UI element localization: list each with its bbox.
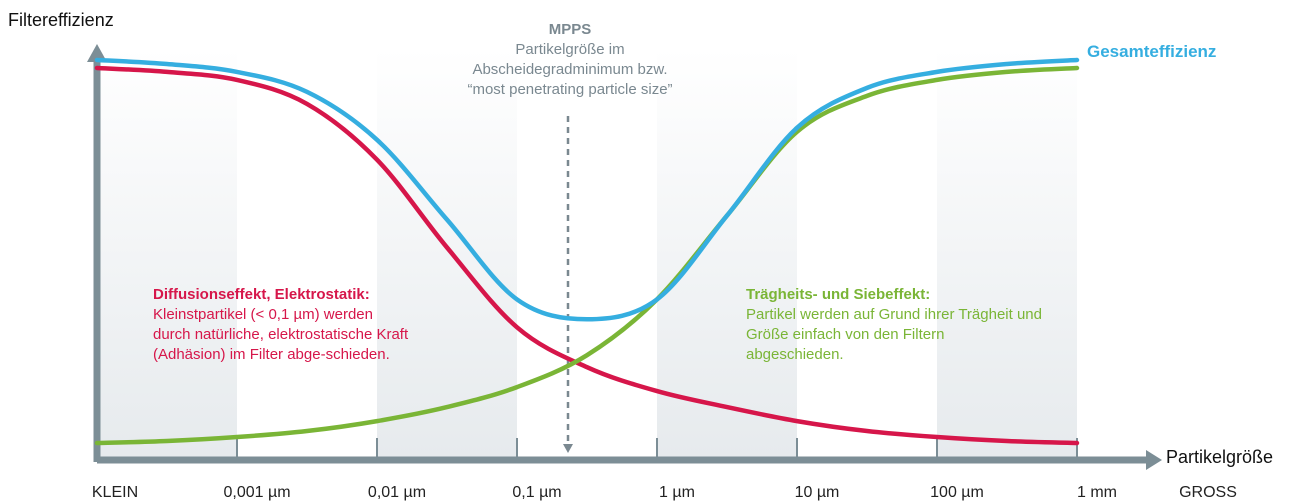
mpps-line-2: Abscheidegradminimum bzw. [472,61,668,78]
diffusion-title: Diffusionseffekt, Elektrostatik: [153,286,370,303]
mpps-line-3: “most penetrating particle size” [467,81,673,98]
x-tick-label-6: 100 µm [930,484,984,501]
x-tick-labels: KLEIN 0,001 µm 0,01 µm 0,1 µm 1 µm 10 µm 100 µ… [92,484,1237,501]
x-axis-title: Partikelgröße [1166,447,1274,467]
mpps-marker [563,116,573,453]
diffusion-annotation: Diffusionseffekt, Elektrostatik: Kleinst… [153,285,413,365]
inertia-title: Trägheits- und Siebeffekt: [746,286,931,303]
x-tick-label-8: GROSS [1179,484,1237,501]
x-tick-label-2: 0,01 µm [368,484,426,501]
mpps-arrowhead [563,444,573,453]
series-gesamteffizienz [94,57,1080,322]
mpps-line-1: Partikelgröße im [515,41,625,58]
y-axis-arrow [87,44,107,62]
diffusion-text: Kleinstpartikel (< 0,1 µm) werden durch … [153,306,409,363]
x-axis-arrow [1146,450,1162,470]
series-inertia [94,65,1080,446]
inertia-text: Partikel werden auf Grund ihrer Trägheit… [746,306,1042,363]
background-bands [97,48,1077,460]
x-tick-label-7: 1 mm [1077,484,1117,501]
band-1 [377,48,517,460]
band-2 [657,48,797,460]
x-tick-label-1: 0,001 µm [223,484,290,501]
x-tick-label-5: 10 µm [795,484,840,501]
curves [94,57,1080,446]
x-tick-label-0: KLEIN [92,484,138,501]
x-ticks [236,438,1078,460]
y-axis-title: Filtereffizienz [8,10,114,30]
axes [87,44,1162,470]
x-tick-label-3: 0,1 µm [512,484,561,501]
series-diffusion [94,65,1080,446]
series-label-gesamteffizienz: Gesamteffizienz [1087,42,1217,61]
x-tick-label-4: 1 µm [659,484,695,501]
mpps-title: MPPS [548,21,592,38]
band-0 [97,48,237,460]
mpps-annotation: MPPS Partikelgröße im Abscheidegradminim… [380,20,760,100]
inertia-annotation: Trägheits- und Siebeffekt: Partikel werd… [746,285,1046,365]
band-3 [937,48,1077,460]
